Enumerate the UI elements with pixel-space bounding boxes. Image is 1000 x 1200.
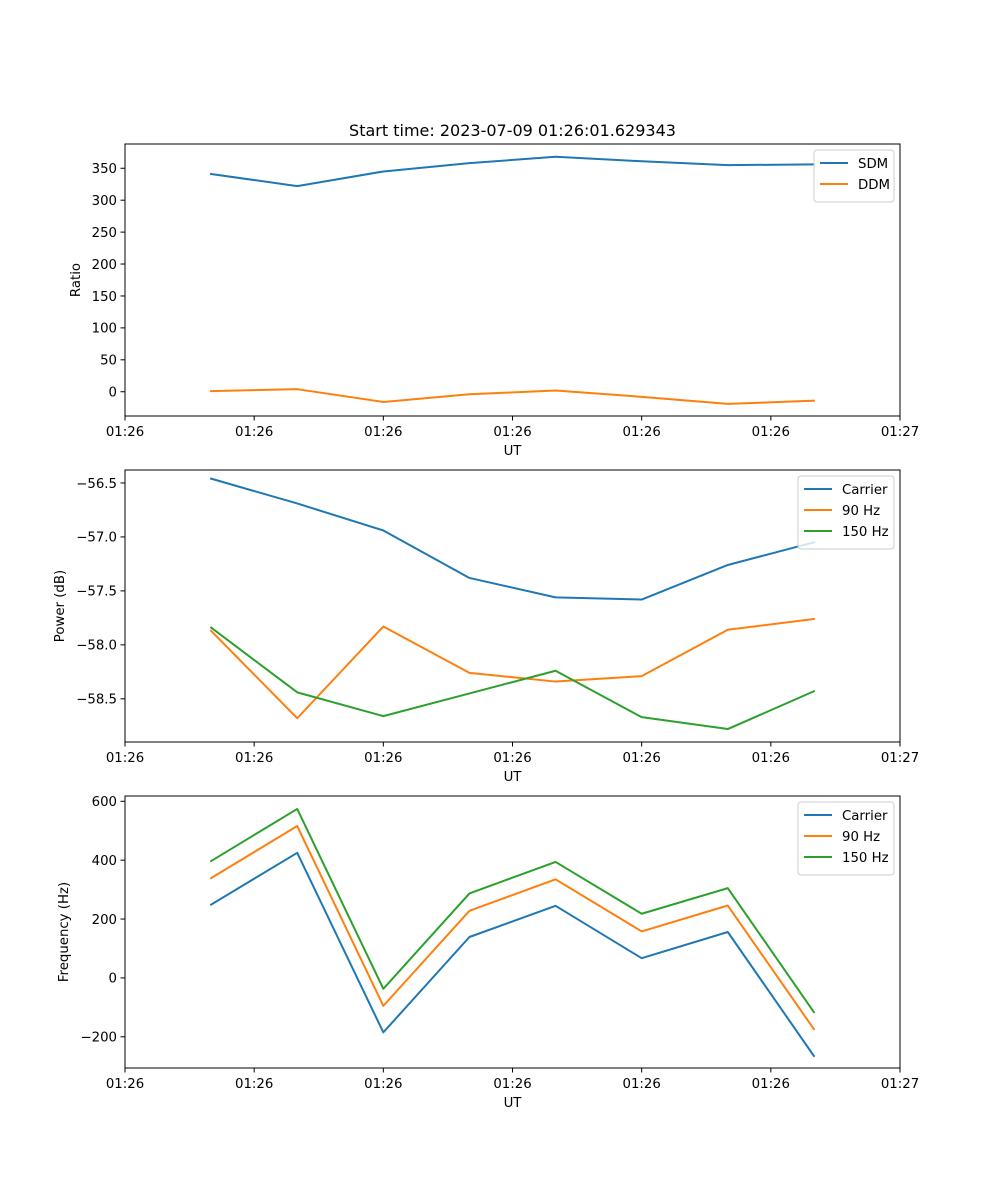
frequency-y-tick-label: −200	[80, 1031, 117, 1046]
power-x-tick-label: 01:26	[623, 751, 661, 766]
power-legend-label: Carrier	[842, 483, 888, 498]
power-x-tick-label: 01:26	[235, 751, 273, 766]
ratio-legend: SDM DDM	[813, 149, 895, 203]
power-x-tick-label: 01:26	[106, 751, 144, 766]
frequency-legend: Carrier 90 Hz 150 Hz	[797, 801, 895, 876]
frequency-x-tick-label: 01:27	[881, 1077, 919, 1092]
frequency-y-axis-label: Frequency (Hz)	[57, 882, 72, 982]
frequency-y-tick-label: 0	[109, 972, 117, 987]
ratio-x-tick-label: 01:27	[881, 425, 919, 440]
power-y-tick-label: −58.5	[76, 693, 117, 708]
ratio-y-tick-label: 50	[100, 354, 117, 369]
ratio-x-tick-label: 01:26	[493, 425, 531, 440]
ratio-x-tick-label: 01:26	[106, 425, 144, 440]
power-series-150-hz-line	[209, 626, 816, 731]
power-x-tick-label: 01:27	[881, 751, 919, 766]
power-y-tick-label: −56.5	[76, 477, 117, 492]
frequency-x-tick-label: 01:26	[623, 1077, 661, 1092]
frequency-panel: 01:26 01:26 01:26 01:26 01:26 01:26 01:27 −200 0…	[57, 795, 919, 1111]
ratio-y-axis-label: Ratio	[69, 263, 84, 297]
ratio-y-tick-label: 0	[109, 386, 117, 401]
power-y-tick-label: −58.0	[76, 639, 117, 654]
ratio-y-tick-label: 100	[92, 322, 117, 337]
frequency-legend-label: 90 Hz	[842, 830, 880, 845]
ratio-y-tick-label: 150	[92, 290, 117, 305]
power-panel: 01:26 01:26 01:26 01:26 01:26 01:26 01:27 −56.5…	[53, 469, 919, 785]
ratio-x-tick-label: 01:26	[623, 425, 661, 440]
frequency-y-tick-label: 200	[92, 913, 117, 928]
ratio-legend-label: DDM	[858, 178, 890, 193]
frequency-y-tick-label: 400	[92, 854, 117, 869]
frequency-x-tick-label: 01:26	[364, 1077, 402, 1092]
frequency-series-carrier-line	[209, 851, 816, 1058]
power-legend-label: 90 Hz	[842, 504, 880, 519]
power-x-tick-label: 01:26	[364, 751, 402, 766]
frequency-legend-label: Carrier	[842, 809, 888, 824]
power-x-tick-label: 01:26	[752, 751, 790, 766]
frequency-legend-label: 150 Hz	[842, 851, 889, 866]
frequency-y-tick-label: 600	[92, 795, 117, 810]
power-legend-label: 150 Hz	[842, 525, 889, 540]
ratio-legend-label: SDM	[858, 157, 888, 172]
ratio-series-sdm-line	[209, 155, 815, 188]
frequency-series-90-hz-line	[209, 825, 816, 1031]
ratio-x-tick-label: 01:26	[752, 425, 790, 440]
ratio-series-ddm-line	[210, 388, 815, 405]
ratio-x-tick-label: 01:26	[235, 425, 273, 440]
frequency-series-150-hz-line	[209, 807, 816, 1014]
frequency-x-tick-label: 01:26	[752, 1077, 790, 1092]
ratio-x-tick-label: 01:26	[364, 425, 402, 440]
power-x-tick-label: 01:26	[493, 751, 531, 766]
ratio-y-tick-label: 300	[92, 194, 117, 209]
ratio-y-tick-label: 250	[92, 226, 117, 241]
frequency-x-tick-label: 01:26	[235, 1077, 273, 1092]
ratio-x-axis-label: UT	[504, 444, 523, 459]
power-y-tick-label: −57.0	[76, 531, 117, 546]
ratio-y-tick-label: 350	[92, 162, 117, 177]
power-series-carrier-line	[209, 477, 816, 601]
power-y-axis-label: Power (dB)	[53, 570, 68, 642]
chart-title: Start time: 2023-07-09 01:26:01.629343	[349, 121, 676, 140]
frequency-x-tick-label: 01:26	[493, 1077, 531, 1092]
ratio-panel: 01:26 01:26 01:26 01:26 01:26 01:26 01:27 0 50 10…	[69, 143, 919, 459]
frequency-x-tick-label: 01:26	[106, 1077, 144, 1092]
power-legend: Carrier 90 Hz 150 Hz	[797, 475, 895, 550]
power-x-axis-label: UT	[504, 770, 523, 785]
frequency-x-axis-label: UT	[504, 1096, 523, 1111]
power-series-90-hz-line	[209, 617, 816, 720]
power-y-tick-label: −57.5	[76, 585, 117, 600]
ratio-y-tick-label: 200	[92, 258, 117, 273]
